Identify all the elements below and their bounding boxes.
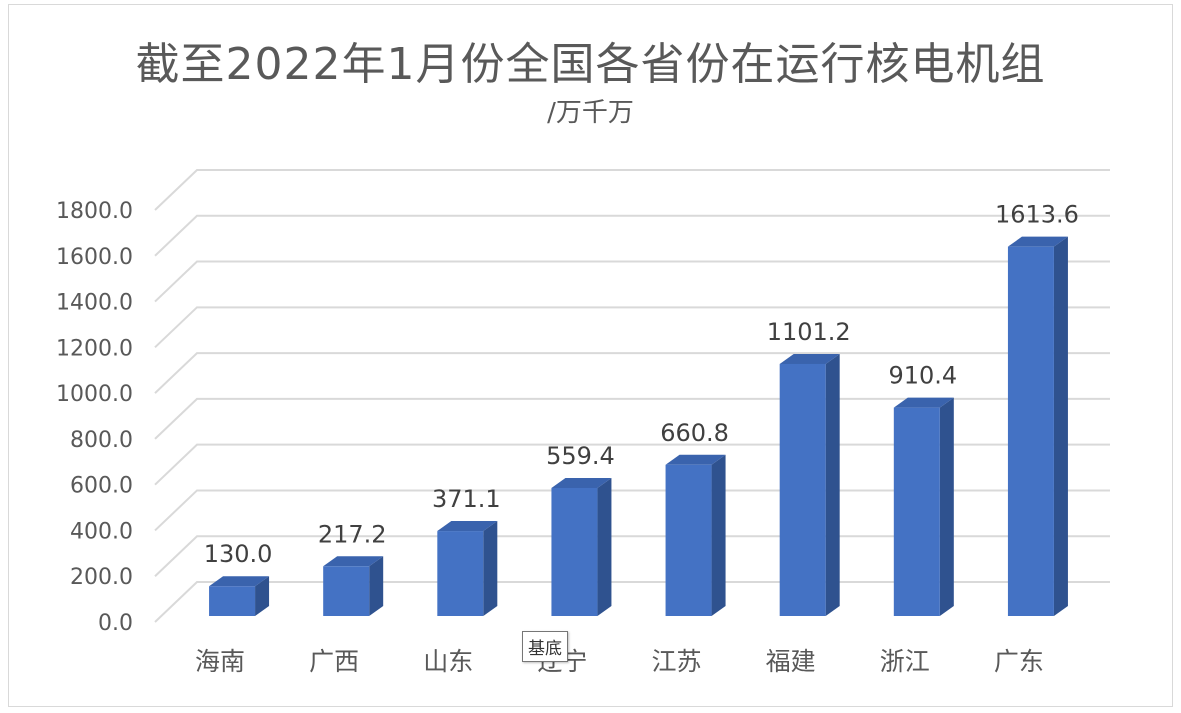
gridline — [154, 352, 1110, 394]
gridline — [154, 535, 1110, 577]
bar — [209, 586, 256, 616]
bar-top — [1007, 236, 1068, 247]
x-tick-label: 广东 — [994, 647, 1044, 676]
data-label: 371.1 — [432, 485, 501, 513]
y-tick-label: 600.0 — [70, 474, 133, 499]
data-label: 559.4 — [546, 442, 615, 470]
bar — [893, 407, 940, 616]
bar-side — [825, 353, 840, 616]
x-tick-label: 海南 — [195, 647, 245, 676]
tooltip: 基底 — [522, 631, 568, 662]
x-tick-label: 福建 — [766, 647, 816, 676]
bar-side — [597, 477, 612, 616]
x-tick-label: 广西 — [309, 647, 359, 676]
chart-subtitle: /万千万 — [547, 98, 634, 128]
gridline — [154, 397, 1110, 440]
x-tick-label: 江苏 — [652, 647, 702, 676]
gridline — [154, 169, 1110, 211]
y-tick-label: 0.0 — [98, 611, 133, 636]
bar — [779, 363, 826, 616]
y-tick-label: 1000.0 — [56, 382, 133, 407]
bar — [551, 487, 598, 616]
bar-top — [665, 454, 726, 465]
label-layer: 0.0 200.0 400.0 600.0 800.0 1000.0 1200.0 1400.… — [56, 199, 1079, 676]
gridline — [154, 443, 1110, 486]
bar-side — [711, 454, 726, 616]
y-tick-label: 1800.0 — [56, 199, 133, 224]
bar-top — [779, 353, 840, 364]
gridline — [154, 260, 1110, 303]
bar-side — [939, 397, 954, 616]
gridline — [154, 306, 1110, 349]
grid-layer — [154, 169, 1110, 623]
bar-top — [323, 556, 384, 567]
gridline — [154, 489, 1110, 532]
bar-side — [1053, 236, 1068, 616]
bar-side — [369, 556, 384, 616]
bar — [323, 566, 370, 616]
y-tick-label: 400.0 — [70, 519, 133, 544]
gridline — [154, 214, 1110, 257]
bar — [437, 531, 484, 616]
data-label: 217.2 — [318, 520, 387, 548]
gridline — [154, 581, 1110, 623]
bar-layer — [209, 236, 1068, 616]
x-tick-label: 山东 — [423, 647, 473, 676]
chart-title: 截至2022年1月份全国各省份在运行核电机组 — [135, 39, 1046, 90]
bar — [665, 464, 712, 616]
data-label: 130.0 — [204, 540, 273, 568]
bar-top — [209, 576, 270, 587]
y-tick-label: 1400.0 — [56, 291, 133, 316]
y-tick-label: 800.0 — [70, 428, 133, 453]
bar — [1007, 246, 1054, 616]
data-label: 660.8 — [660, 419, 729, 447]
y-tick-label: 1200.0 — [56, 336, 133, 361]
y-tick-label: 200.0 — [70, 565, 133, 590]
bar-top — [893, 397, 954, 408]
y-tick-label: 1600.0 — [56, 245, 133, 270]
bar-top — [437, 521, 498, 532]
x-tick-label: 浙江 — [880, 647, 930, 676]
data-label: 910.4 — [888, 362, 957, 390]
bar-side — [255, 576, 270, 616]
data-label: 1101.2 — [767, 318, 851, 346]
bar-side — [483, 521, 498, 616]
data-label: 1613.6 — [995, 201, 1079, 229]
bar-top — [551, 477, 612, 488]
